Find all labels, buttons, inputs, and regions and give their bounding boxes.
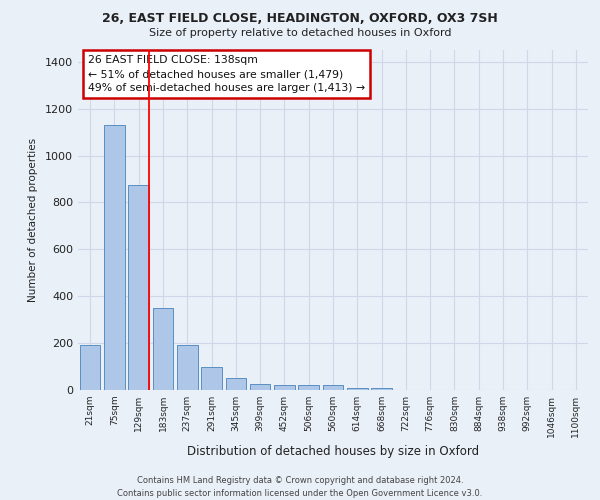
Bar [371,388,392,390]
Bar [152,308,173,390]
Bar [323,386,343,390]
Bar [298,386,319,390]
Text: Size of property relative to detached houses in Oxford: Size of property relative to detached ho… [149,28,451,38]
Bar [226,378,246,390]
Text: 26, EAST FIELD CLOSE, HEADINGTON, OXFORD, OX3 7SH: 26, EAST FIELD CLOSE, HEADINGTON, OXFORD… [102,12,498,26]
Text: Contains HM Land Registry data © Crown copyright and database right 2024.
Contai: Contains HM Land Registry data © Crown c… [118,476,482,498]
X-axis label: Distribution of detached houses by size in Oxford: Distribution of detached houses by size … [187,446,479,458]
Text: 26 EAST FIELD CLOSE: 138sqm
← 51% of detached houses are smaller (1,479)
49% of : 26 EAST FIELD CLOSE: 138sqm ← 51% of det… [88,55,365,93]
Bar [201,366,222,390]
Bar [128,185,149,390]
Bar [177,346,197,390]
Bar [80,344,100,390]
Y-axis label: Number of detached properties: Number of detached properties [28,138,38,302]
Bar [250,384,271,390]
Bar [274,386,295,390]
Bar [347,388,368,390]
Bar [104,125,125,390]
